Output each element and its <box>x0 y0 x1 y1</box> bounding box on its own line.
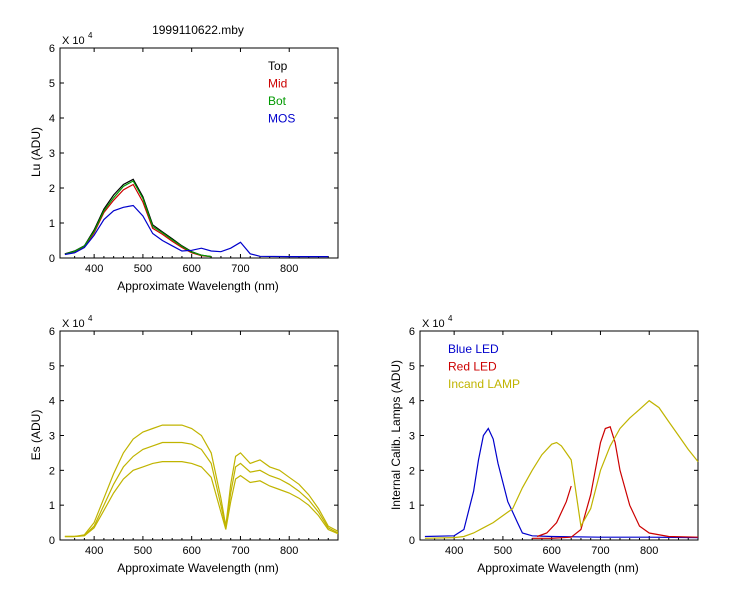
x-tick-label: 700 <box>231 545 249 557</box>
lu-chart: 1999110622.mby X 10 4 Approximate Wavele… <box>29 23 339 293</box>
y-multiplier: X 10 4 <box>422 314 453 330</box>
y-tick-label: 6 <box>49 326 55 338</box>
y-tick-label: 2 <box>49 183 55 195</box>
x-tick-label: 500 <box>134 545 152 557</box>
legend-entry: Incand LAMP <box>448 377 520 391</box>
y-tick-label: 3 <box>49 431 55 443</box>
series-line <box>64 441 339 538</box>
series-line <box>64 183 212 258</box>
series-line <box>424 427 699 539</box>
series-line <box>536 485 572 538</box>
y-multiplier-base: X 10 <box>62 35 85 47</box>
y-tick-label: 6 <box>409 326 415 338</box>
y-tick-label: 1 <box>49 218 55 230</box>
y-tick-label: 0 <box>49 253 55 265</box>
y-multiplier-exp: 4 <box>88 314 93 323</box>
y-tick-label: 4 <box>409 396 415 408</box>
series-line <box>424 399 699 539</box>
calib-lamps-chart: X 10 4 Approximate Wavelength (nm) Inter… <box>389 314 699 575</box>
chart-title: 1999110622.mby <box>152 23 244 37</box>
x-tick-label: 400 <box>85 263 103 275</box>
y-tick-label: 6 <box>49 43 55 55</box>
x-tick-label: 600 <box>543 545 561 557</box>
x-tick-label: 700 <box>591 545 609 557</box>
y-multiplier-base: X 10 <box>422 318 445 330</box>
legend-entry: Top <box>268 59 288 73</box>
y-tick-label: 2 <box>409 465 415 477</box>
legend-entry: Mid <box>268 77 287 91</box>
x-tick-label: 400 <box>85 545 103 557</box>
series-line <box>64 424 339 538</box>
y-axis-label: Lu (ADU) <box>29 127 43 177</box>
y-tick-label: 2 <box>49 465 55 477</box>
x-tick-label: 700 <box>231 263 249 275</box>
x-tick-label: 800 <box>640 545 658 557</box>
y-tick-label: 5 <box>49 361 55 373</box>
legend-entry: Bot <box>268 94 287 108</box>
y-tick-label: 0 <box>49 535 55 547</box>
y-tick-label: 4 <box>49 113 55 125</box>
legend-entry: Red LED <box>448 360 497 374</box>
x-tick-label: 400 <box>445 545 463 557</box>
series-line <box>64 180 212 258</box>
y-multiplier: X 10 4 <box>62 31 93 47</box>
es-chart: X 10 4 Approximate Wavelength (nm) Es (A… <box>29 314 339 575</box>
x-axis-label: Approximate Wavelength (nm) <box>477 561 639 575</box>
series-line <box>532 426 699 539</box>
y-tick-label: 3 <box>409 431 415 443</box>
y-tick-label: 1 <box>409 500 415 512</box>
x-axis-label: Approximate Wavelength (nm) <box>117 279 279 293</box>
y-axis-label: Internal Calib. Lamps (ADU) <box>389 360 403 510</box>
x-axis-label: Approximate Wavelength (nm) <box>117 561 279 575</box>
x-tick-label: 600 <box>183 263 201 275</box>
x-tick-label: 800 <box>280 263 298 275</box>
y-multiplier-base: X 10 <box>62 318 85 330</box>
y-axis-label: Es (ADU) <box>29 410 43 461</box>
x-tick-label: 600 <box>183 545 201 557</box>
y-tick-label: 4 <box>49 396 55 408</box>
y-tick-label: 0 <box>409 535 415 547</box>
y-tick-label: 5 <box>49 78 55 90</box>
series-line <box>64 461 339 538</box>
x-tick-label: 500 <box>494 545 512 557</box>
legend-entry: MOS <box>268 112 295 126</box>
series-line <box>64 204 329 258</box>
y-multiplier-exp: 4 <box>88 31 93 40</box>
legend-entry: Blue LED <box>448 342 499 356</box>
y-tick-label: 1 <box>49 500 55 512</box>
y-tick-label: 5 <box>409 361 415 373</box>
y-tick-label: 3 <box>49 148 55 160</box>
y-multiplier: X 10 4 <box>62 314 93 330</box>
x-tick-label: 500 <box>134 263 152 275</box>
y-multiplier-exp: 4 <box>448 314 453 323</box>
plot-frame <box>59 47 339 259</box>
x-tick-label: 800 <box>280 545 298 557</box>
